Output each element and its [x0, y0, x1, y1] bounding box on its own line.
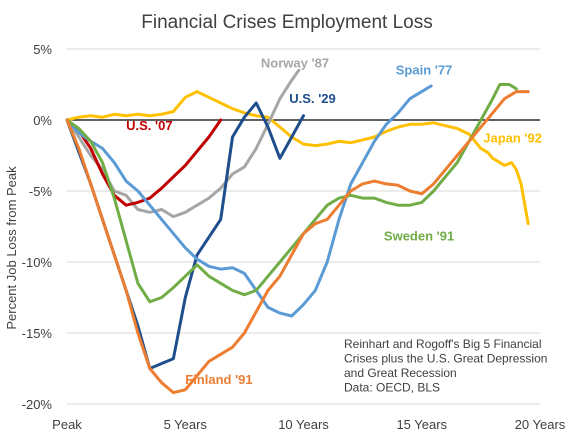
- series-line-japan-92: [65, 90, 530, 226]
- series-labels: Japan '92 Norway '87 U.S. '07 U.S. '29 Spain…: [126, 55, 542, 387]
- series-line-finland-91: [65, 90, 530, 395]
- tick-labels: 5% 0% -5% -10% -15% -20% Peak 5 Years 10 Years 15…: [22, 42, 566, 432]
- x-tick-label: 15 Years: [396, 417, 447, 432]
- series-line-norway-87: [65, 68, 301, 219]
- source-note-line: Data: OECD, BLS: [344, 381, 440, 395]
- series-line-u-s-07: [65, 118, 223, 207]
- y-tick-label: -15%: [22, 326, 53, 341]
- series-line-u-s-29: [65, 101, 305, 370]
- series-line-sweden-91: [65, 83, 518, 304]
- y-tick-label: -5%: [29, 184, 53, 199]
- series-label-norway-87: Norway '87: [261, 55, 329, 70]
- source-note: Reinhart and Rogoff's Big 5 FinancialCri…: [344, 337, 547, 395]
- x-tick-label: 20 Years: [515, 417, 566, 432]
- series-label-u-s-29: U.S. '29: [289, 91, 335, 106]
- chart-title: Financial Crises Employment Loss: [141, 12, 432, 33]
- series-label-finland-91: Finland '91: [185, 372, 252, 387]
- y-tick-label: 0%: [33, 113, 52, 128]
- x-tick-label: 10 Years: [278, 417, 329, 432]
- y-tick-label: -20%: [22, 397, 53, 412]
- y-tick-label: -10%: [22, 255, 53, 270]
- series-label-spain-77: Spain '77: [396, 63, 453, 78]
- source-note-line: and Great Recession: [344, 366, 457, 380]
- source-note-line: Crises plus the U.S. Great Depression: [344, 352, 547, 366]
- series-label-japan-92: Japan '92: [483, 131, 542, 146]
- series-line-spain-77: [65, 84, 433, 318]
- source-note-line: Reinhart and Rogoff's Big 5 Financial: [344, 337, 542, 351]
- series-label-sweden-91: Sweden '91: [384, 229, 454, 244]
- x-tick-label: Peak: [52, 417, 82, 432]
- gridlines: [67, 48, 540, 405]
- y-axis-label: Percent Job Loss from Peak: [4, 166, 19, 330]
- series-lines: [65, 68, 530, 395]
- y-tick-label: 5%: [33, 42, 52, 57]
- x-tick-label: 5 Years: [164, 417, 208, 432]
- series-label-u-s-07: U.S. '07: [126, 118, 172, 133]
